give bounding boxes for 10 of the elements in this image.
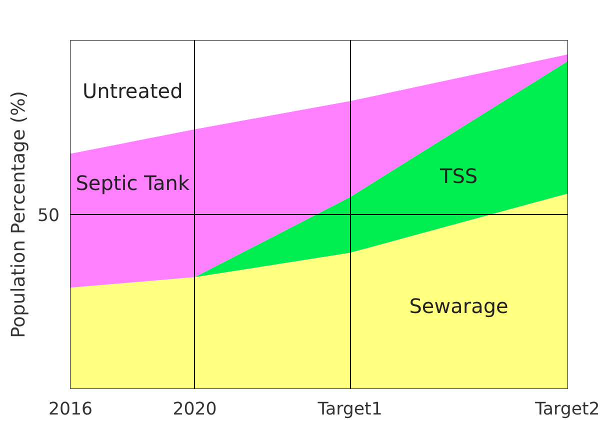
x-tick-label: Target2 — [534, 400, 600, 420]
x-tick-label: Target1 — [316, 400, 382, 420]
y-axis-title: Population Percentage (%) — [8, 90, 30, 338]
y-tick-label: 50 — [37, 206, 60, 226]
series-label: Untreated — [82, 78, 183, 103]
x-tick-label: 2016 — [48, 400, 93, 420]
series-label: TSS — [438, 164, 478, 188]
series-label: Sewarage — [409, 294, 508, 318]
x-tick-label: 2020 — [172, 400, 217, 420]
series-label: Septic Tank — [76, 171, 190, 196]
